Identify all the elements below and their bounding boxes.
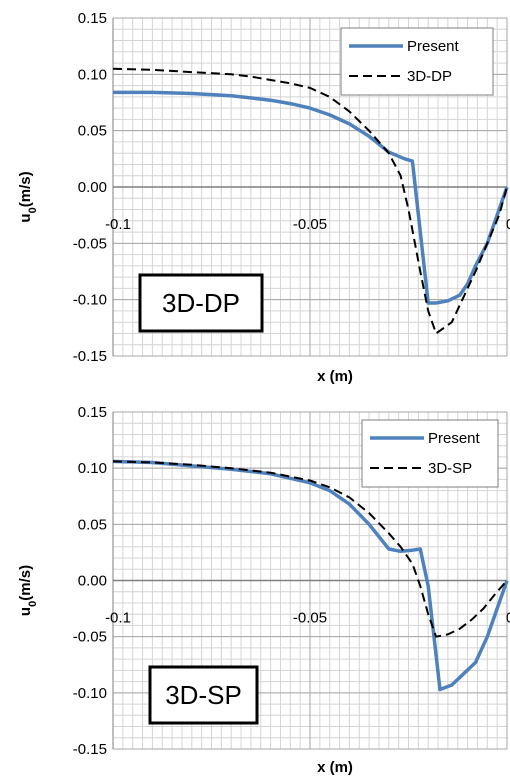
x-axis-label: x (m) (317, 759, 353, 776)
legend-label: 3D-SP (428, 460, 472, 477)
legend-label: 3D-DP (407, 68, 452, 85)
y-tick-label: 0.15 (78, 404, 107, 421)
series-line-3d-sp (112, 460, 508, 638)
y-tick-label: -0.10 (73, 685, 107, 702)
x-tick-label: 0 (506, 216, 510, 233)
x-tick-label: -0.05 (293, 216, 327, 233)
legend: Present 3D-DP (340, 27, 494, 96)
chart-panel-2: 0.15 0.10 0.05 0.00 -0.05 -0.10 -0.15 -0.1 -0.05… (17, 404, 510, 776)
y-tick-label: -0.10 (73, 292, 107, 309)
y-tick-label: -0.15 (73, 741, 107, 758)
y-tick-label: 0.10 (78, 66, 107, 83)
legend-label: Present (428, 430, 481, 447)
case-label-box (138, 273, 264, 333)
y-tick-label: -0.05 (73, 629, 107, 646)
y-tick-label: 0.15 (78, 10, 107, 27)
y-axis-label-unit: (m/s) (17, 171, 34, 207)
y-tick-label: 0.00 (78, 179, 107, 196)
y-axis-label-sub: 0 (27, 207, 39, 213)
y-tick-label: -0.05 (73, 235, 107, 252)
legend-label: Present (407, 38, 460, 55)
y-tick-label: 0.05 (78, 516, 107, 533)
y-tick-label: -0.15 (73, 348, 107, 365)
y-tick-label: 0.05 (78, 123, 107, 140)
case-label-box (148, 665, 259, 725)
series-line-3d-dp (112, 67, 508, 335)
y-axis-label: u0(m/s) (17, 565, 39, 616)
case-label: 3D-DP (162, 288, 240, 318)
y-axis-label: u0(m/s) (17, 171, 39, 222)
x-tick-label: 0 (506, 610, 510, 627)
legend-box (340, 27, 494, 96)
y-axis-label-unit: (m/s) (17, 565, 34, 601)
legend: Present 3D-SP (361, 419, 499, 488)
x-tick-label: -0.1 (105, 216, 131, 233)
series-line-present (113, 90, 509, 305)
y-axis-label-main: u (17, 607, 34, 616)
x-axis-label: x (m) (317, 368, 353, 385)
y-axis-label-sub: 0 (27, 601, 39, 607)
y-axis-label-main: u (17, 213, 34, 222)
y-tick-label: 0.00 (78, 573, 107, 590)
x-tick-label: -0.05 (293, 610, 327, 627)
series-line-present (112, 459, 509, 692)
case-label: 3D-SP (165, 680, 242, 710)
chart-panel-1: 0.15 0.10 0.05 0.00 -0.05 -0.10 -0.15 -0.1 -0.05… (17, 10, 510, 385)
y-tick-label: 0.10 (78, 460, 107, 477)
x-tick-label: -0.1 (105, 610, 131, 627)
legend-box (361, 419, 499, 488)
